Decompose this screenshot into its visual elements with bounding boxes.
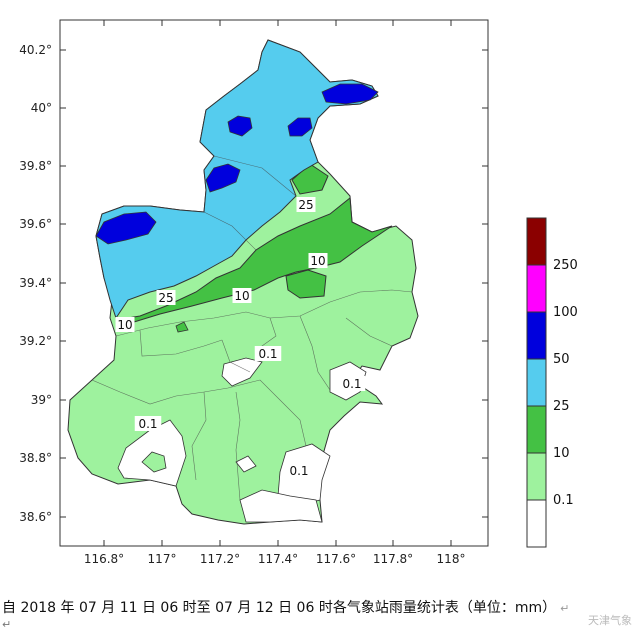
legend-label: 25 xyxy=(553,399,570,414)
contour-label: 10 xyxy=(310,254,325,268)
region-no-rain xyxy=(235,455,257,473)
contour-label: 10 xyxy=(117,318,132,332)
contour-label-bg xyxy=(232,288,252,303)
contour-label: 0.1 xyxy=(258,347,277,361)
longitude-axis: 116.8° 117° 117.2° 117.4° 117.6° 117.8° 118° xyxy=(84,20,466,566)
region-rain-10-25 xyxy=(115,197,393,329)
district-boundaries xyxy=(91,155,413,501)
lat-tick-label: 40° xyxy=(31,101,52,115)
region-rain-50-100 xyxy=(227,115,253,137)
watermark: 天津气象 xyxy=(588,614,632,627)
legend-swatch xyxy=(526,358,547,407)
contour-label: 0.1 xyxy=(138,417,157,431)
region-rain-50-100 xyxy=(205,163,241,193)
lat-tick-label: 39.2° xyxy=(19,334,52,348)
caption-text: 自 2018 年 07 月 11 日 06 时至 07 月 12 日 06 时各… xyxy=(2,600,557,616)
contour-label: 0.1 xyxy=(342,377,361,391)
region-rain-10-25 xyxy=(175,321,189,333)
contour-label-bg xyxy=(156,290,176,305)
contour-label-bg xyxy=(296,197,316,212)
legend-label: 50 xyxy=(553,352,570,367)
legend-label: 100 xyxy=(553,305,578,320)
legend-swatch xyxy=(526,499,547,548)
lat-tick-label: 39.6° xyxy=(19,217,52,231)
lon-tick-label: 117° xyxy=(148,552,177,566)
lat-tick-label: 38.6° xyxy=(19,510,52,524)
legend-label: 10 xyxy=(553,446,570,461)
legend-swatch xyxy=(526,452,547,501)
contour-label: 10 xyxy=(234,289,249,303)
legend-swatch xyxy=(526,264,547,313)
latitude-axis: 40.2° 40° 39.8° 39.6° 39.4° 39.2° 39° 38.8° 38.6… xyxy=(19,43,488,524)
region-rain-10-25 xyxy=(285,269,327,299)
lat-tick-label: 39.8° xyxy=(19,159,52,173)
region-rain-50-100 xyxy=(321,83,379,105)
region-rain-50-100 xyxy=(95,211,157,245)
legend-label: 0.1 xyxy=(553,493,574,508)
contour-label: 25 xyxy=(298,198,313,212)
contour-label-bg xyxy=(134,416,162,431)
map-caption: 自 2018 年 07 月 11 日 06 时至 07 月 12 日 06 时各… xyxy=(2,597,638,617)
contour-label-bg xyxy=(115,317,135,332)
region-rain-50-100 xyxy=(287,117,313,137)
lat-tick-label: 39° xyxy=(31,393,52,407)
legend-label: 250 xyxy=(553,258,578,273)
lat-tick-label: 38.8° xyxy=(19,451,52,465)
legend-swatch xyxy=(526,405,547,454)
caption-sub-mark: ↵ xyxy=(2,618,12,631)
contour-label-bg xyxy=(285,463,313,478)
caption-mark: ↵ xyxy=(560,602,570,615)
lon-tick-label: 117.4° xyxy=(258,552,298,566)
lon-tick-label: 116.8° xyxy=(84,552,124,566)
lon-tick-label: 117.8° xyxy=(373,552,413,566)
contour-label-bg xyxy=(308,253,328,268)
lat-tick-label: 40.2° xyxy=(19,43,52,57)
contour-label-bg xyxy=(338,376,366,391)
region-no-rain xyxy=(221,357,263,387)
contour-labels: 25 10 25 10 10 0.1 0.1 0.1 0.1 xyxy=(115,197,366,478)
lat-tick-label: 39.4° xyxy=(19,276,52,290)
rainfall-map: 40.2° 40° 39.8° 39.6° 39.4° 39.2° 39° 38.8° 38.6… xyxy=(19,19,578,566)
contour-label-bg xyxy=(254,346,282,361)
contour-label: 0.1 xyxy=(289,464,308,478)
region-no-rain xyxy=(141,451,167,473)
lon-tick-label: 117.2° xyxy=(200,552,240,566)
legend-swatch xyxy=(526,217,547,266)
lon-tick-label: 118° xyxy=(437,552,466,566)
region-no-rain xyxy=(239,489,323,523)
lon-tick-label: 117.6° xyxy=(316,552,356,566)
legend-swatch xyxy=(526,311,547,360)
rainfall-legend: 250 100 50 25 10 0.1 xyxy=(526,217,578,548)
contour-label: 25 xyxy=(158,291,173,305)
